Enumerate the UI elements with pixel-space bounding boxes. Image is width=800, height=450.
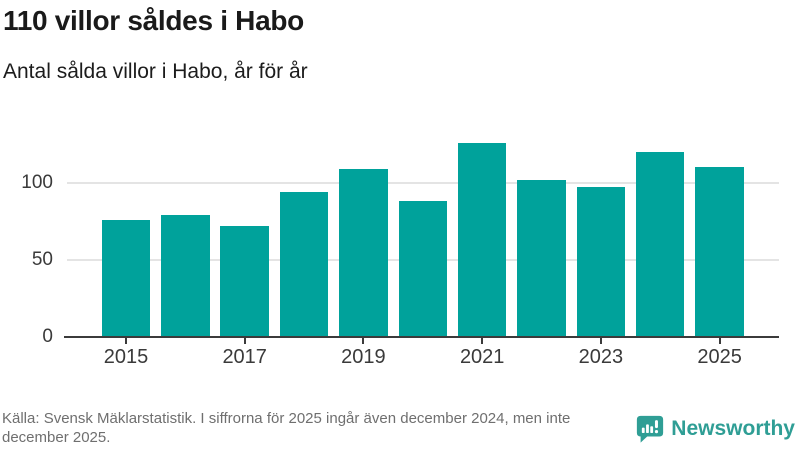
bar-2023 (576, 187, 626, 337)
x-tick-2015 (125, 338, 127, 344)
bar-2019 (339, 169, 388, 337)
x-axis-label-2019: 2019 (341, 346, 386, 368)
y-axis-label-50: 50 (31, 248, 53, 270)
bar-2021 (457, 143, 507, 337)
newsworthy-logo-text: Newsworthy (671, 417, 795, 440)
bar-chart-plot-area: 0 50 100 2015 2017 2019 2021 2023 2025 (21, 120, 779, 368)
x-axis-label-2015: 2015 (103, 346, 149, 368)
bar-2024 (635, 152, 685, 337)
chart-title: 110 villor såldes i Habo (3, 5, 304, 36)
newsworthy-logo[interactable]: Newsworthy (635, 414, 795, 444)
x-axis-label-2025: 2025 (697, 346, 742, 368)
y-axis-label-0: 0 (42, 326, 53, 347)
x-axis-line (64, 335, 779, 338)
x-axis-label-2021: 2021 (459, 346, 505, 368)
bar-2016 (161, 215, 210, 337)
bar-2022 (517, 180, 566, 337)
bar-2017 (220, 226, 269, 337)
x-axis-label-2017: 2017 (222, 346, 267, 368)
x-axis-label-2023: 2023 (578, 346, 624, 368)
y-axis-label-100: 100 (21, 171, 53, 193)
gridline-100 (67, 181, 779, 184)
x-tick-2023 (599, 338, 602, 344)
x-tick-2017 (243, 338, 246, 344)
bar-2020 (398, 201, 448, 337)
bar-2018 (279, 192, 329, 337)
x-tick-2025 (718, 338, 721, 344)
chart-subtitle: Antal sålda villor i Habo, år för år (3, 60, 308, 83)
newsworthy-logo-icon (635, 414, 665, 444)
bar-2015 (101, 220, 151, 337)
bar-2025 (695, 167, 744, 337)
x-tick-2021 (481, 338, 484, 344)
x-tick-2019 (362, 338, 365, 344)
source-note: Källa: Svensk Mäklarstatistik. I siffror… (2, 410, 571, 446)
